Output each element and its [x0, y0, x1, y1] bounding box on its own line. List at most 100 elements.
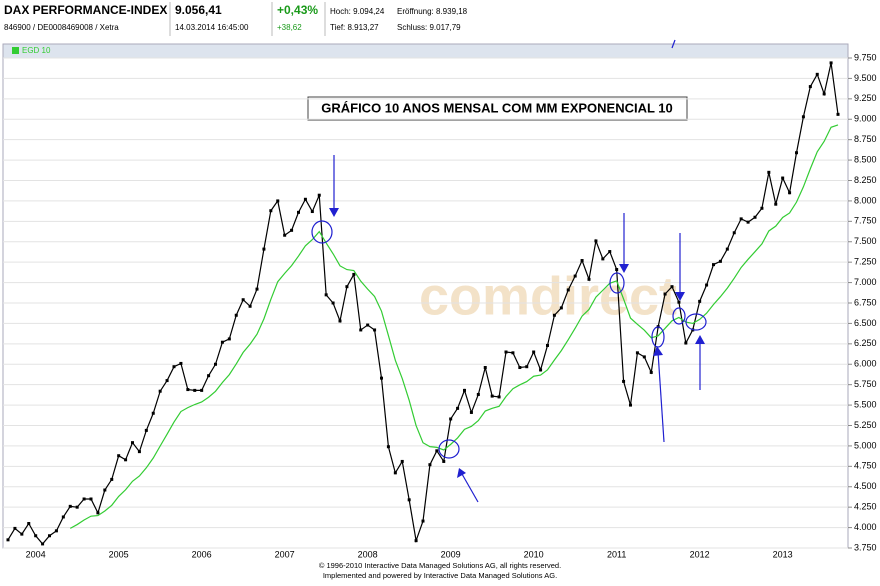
- point: [220, 340, 224, 344]
- point: [670, 285, 674, 289]
- point: [677, 300, 681, 304]
- point: [712, 263, 715, 267]
- point: [110, 477, 114, 481]
- point: [324, 293, 328, 297]
- point: [615, 268, 619, 272]
- point: [518, 366, 522, 370]
- point: [359, 328, 363, 332]
- point: [158, 389, 162, 393]
- point: [705, 283, 709, 287]
- point: [317, 193, 321, 197]
- point: [137, 450, 141, 454]
- point: [435, 449, 439, 453]
- point: [331, 301, 335, 305]
- y-tick-label: 6.250: [854, 338, 877, 348]
- x-tick-label: 2004: [26, 549, 46, 559]
- point: [144, 428, 148, 432]
- y-tick-label: 4.250: [854, 502, 877, 512]
- y-tick-label: 5.000: [854, 440, 877, 450]
- point: [684, 341, 688, 345]
- stroke: [671, 39, 676, 49]
- y-tick-label: 5.250: [854, 420, 877, 430]
- point: [248, 304, 252, 308]
- circle: [609, 272, 625, 294]
- x-tick-label: 2006: [192, 549, 212, 559]
- index-id: 846900 / DE0008469008 / Xetra: [4, 23, 119, 32]
- point: [428, 463, 432, 467]
- point: [20, 532, 24, 536]
- point: [836, 112, 840, 116]
- point: [407, 498, 411, 502]
- y-tick-label: 4.500: [854, 481, 877, 491]
- y-tick-label: 4.750: [854, 461, 877, 471]
- point: [822, 92, 826, 96]
- y-tick-label: 9.500: [854, 73, 877, 83]
- legend: EGD 10: [12, 46, 51, 55]
- y-tick-label: 5.750: [854, 379, 877, 389]
- legend-strip: [3, 44, 848, 58]
- arrowhead: [695, 335, 705, 344]
- point: [456, 406, 460, 410]
- price: 9.056,41: [175, 3, 222, 17]
- open: Eröffnung: 8.939,18: [397, 7, 468, 16]
- point: [338, 319, 342, 323]
- point: [290, 228, 294, 232]
- x-tick-label: 2010: [524, 549, 544, 559]
- point: [283, 233, 287, 237]
- point: [483, 366, 487, 370]
- arrowheads: [329, 208, 705, 478]
- change-pct: +0,43%: [277, 3, 318, 17]
- point: [34, 534, 38, 538]
- circle: [685, 313, 707, 331]
- arrow: [657, 351, 665, 443]
- point: [227, 337, 231, 341]
- y-tick-label: 9.750: [854, 52, 877, 62]
- point: [815, 72, 819, 76]
- y-tick-label: 5.500: [854, 399, 877, 409]
- grid: 3.750 4.000 4.250 4.500 4.750 5.000 5.250 5.500…: [3, 52, 877, 559]
- point: [594, 239, 598, 243]
- point: [13, 526, 17, 530]
- y-tick-label: 8.000: [854, 195, 877, 205]
- point: [829, 61, 833, 65]
- point: [608, 250, 612, 254]
- point: [179, 361, 183, 365]
- point: [234, 313, 238, 317]
- point: [801, 115, 805, 119]
- point: [469, 410, 473, 414]
- point: [214, 362, 217, 366]
- arrowhead: [675, 292, 685, 301]
- point: [781, 176, 785, 180]
- point: [580, 259, 584, 263]
- point: [117, 454, 121, 458]
- point: [68, 504, 72, 508]
- circle: [438, 439, 460, 459]
- point: [172, 365, 176, 369]
- close: Schluss: 9.017,79: [397, 23, 461, 32]
- x-tick-label: 2005: [109, 549, 129, 559]
- point: [27, 522, 31, 525]
- point: [165, 379, 169, 383]
- circle: [311, 220, 333, 244]
- point: [449, 417, 453, 421]
- point: [525, 365, 529, 369]
- high: Hoch: 9.094,24: [330, 7, 385, 16]
- point: [552, 313, 556, 317]
- annotations: [311, 39, 707, 503]
- y-tick-label: 6.500: [854, 318, 877, 328]
- point: [546, 343, 549, 347]
- point: [269, 209, 273, 213]
- point: [760, 206, 764, 210]
- point: [774, 202, 778, 206]
- legend-label: EGD 10: [22, 46, 51, 55]
- point: [504, 350, 508, 354]
- point: [193, 388, 197, 392]
- point: [200, 388, 204, 392]
- point: [241, 298, 245, 302]
- point: [476, 392, 480, 396]
- y-tick-label: 7.000: [854, 277, 877, 287]
- arrowhead: [329, 208, 339, 217]
- point: [276, 199, 280, 203]
- point: [61, 515, 65, 519]
